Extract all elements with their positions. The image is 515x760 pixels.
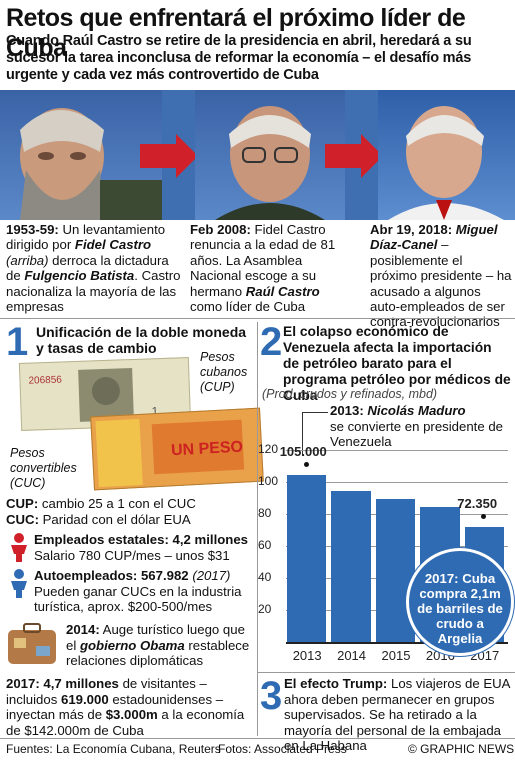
timeline-date: Feb 2008:	[190, 222, 251, 237]
state-employees-text: Salario 780 CUP/mes – unos $31	[34, 547, 230, 563]
cup-label: Pesos cubanos (CUP)	[200, 350, 248, 394]
svg-text:1: 1	[151, 404, 158, 418]
sources: Fuentes: La Economía Cubana, Reuters	[6, 742, 221, 756]
cup-rate-label: CUP:	[6, 496, 39, 511]
x-tick-label: 2013	[292, 648, 322, 663]
visitors-year: 2017:	[6, 676, 40, 691]
section-1-number: 1	[6, 320, 29, 364]
data-marker	[481, 514, 487, 520]
timeline-text: Fidel Castro renuncia a la edad de 81 añ…	[190, 222, 336, 299]
x-tick-label: 2015	[381, 648, 411, 663]
divider	[0, 318, 515, 319]
visitors-amount: $3.000m	[105, 707, 158, 722]
cuc-label: Pesos convertibles (CUC)	[10, 446, 77, 490]
cuc-rate-text: Paridad con el dólar EUA	[38, 511, 191, 527]
cuc-rate-label: CUC:	[6, 511, 39, 527]
section-1-heading: Unificación de la doble moneda y tasas d…	[36, 324, 247, 356]
visitors-us: 619.000	[60, 691, 109, 707]
maduro-text: se convierte en presidente de Venezuela	[330, 418, 504, 450]
state-employees-title: Empleados estatales: 4,2 millones	[34, 532, 249, 547]
timeline-item-2008: Feb 2008: Fidel Castro renuncia a la eda…	[190, 222, 355, 314]
x-axis	[286, 642, 508, 644]
self-employed-year: (2017)	[192, 568, 231, 583]
svg-text:UN PESO: UN PESO	[171, 439, 244, 460]
visitors-2017: 2017: 4,7 millones de visitantes – inclu…	[6, 676, 256, 738]
y-tick-label: 100	[258, 474, 279, 488]
column-divider	[257, 322, 258, 736]
tourism-name: gobierno Obama	[79, 637, 185, 653]
suitcase-icon	[6, 622, 58, 666]
self-employed-text: Pueden ganar CUCs en la industria turíst…	[34, 583, 242, 615]
trump-effect: El efecto Trump: Los viajeros de EUA aho…	[284, 676, 512, 754]
data-label: 72.350	[457, 496, 498, 512]
section-3-number: 3	[260, 674, 283, 718]
timeline-name: Fidel Castro	[74, 237, 152, 253]
tourism-text: Auge turístico luego que el	[66, 622, 245, 653]
y-tick-label: 40	[258, 570, 272, 584]
exchange-rates: CUP: cambio 25 a 1 con el CUC CUC: Parid…	[6, 496, 256, 527]
bar-2014	[331, 490, 371, 642]
timeline-text: . Castro nacionaliza la mayoría de las e…	[6, 268, 181, 315]
timeline-paren: (arriba)	[6, 252, 49, 268]
timeline-text: derroca la dictadura de	[6, 252, 169, 284]
timeline-name: Raúl Castro	[245, 283, 320, 299]
y-tick-label: 20	[258, 602, 272, 616]
timeline-item-1953: 1953-59: Un levantamiento dirigido por F…	[6, 222, 186, 314]
y-tick-label: 80	[258, 506, 272, 520]
section-2-heading: El colapso económico de Venezuela afecta…	[283, 324, 511, 403]
raul-castro-photo	[195, 90, 345, 220]
self-employed: Autoempleados: 567.982 (2017) Pueden gan…	[34, 568, 256, 615]
gridline	[286, 482, 508, 483]
gridline	[286, 450, 508, 451]
timeline-captions: 1953-59: Un levantamiento dirigido por F…	[0, 222, 515, 329]
tourism-boom: 2014: Auge turístico luego que el gobier…	[66, 622, 256, 669]
maduro-year: 2013:	[330, 403, 364, 418]
algeria-callout: 2017: Cuba compra 2,1m de barriles de cr…	[406, 548, 514, 656]
photo-strip	[0, 90, 515, 220]
visitors-count: 4,7 millones	[39, 676, 119, 691]
timeline-item-2018: Abr 19, 2018: Miguel Díaz-Canel – posibl…	[370, 222, 512, 330]
data-marker	[303, 462, 309, 467]
person-blue-icon	[6, 568, 32, 598]
cup-banknote: 206856 1	[18, 357, 192, 431]
timeline-name: Miguel Díaz-Canel	[370, 222, 498, 253]
svg-text:206856: 206856	[28, 374, 62, 386]
trump-text: Los viajeros de EUA ahora deben permanec…	[284, 676, 510, 753]
maduro-name: Nicolás Maduro	[363, 403, 466, 418]
trump-heading: El efecto Trump:	[284, 676, 388, 691]
visitors-text: de visitantes – incluidos	[6, 676, 207, 707]
cuc-banknote: UN PESO	[90, 407, 264, 491]
maduro-leader-line	[302, 412, 328, 456]
page-subtitle: Cuando Raúl Castro se retire de la presi…	[6, 33, 472, 83]
oil-production-chart: 120 100 80 60 40 20 2013 105.000 2014 2015 2016 201…	[258, 442, 514, 672]
state-employees: Empleados estatales: 4,2 millones Salari…	[34, 532, 254, 563]
person-red-icon	[6, 532, 32, 562]
data-label: 105.000	[279, 444, 327, 459]
bar-2013	[287, 474, 327, 642]
timeline-date: Abr 19, 2018:	[370, 222, 453, 237]
timeline-date: 1953-59:	[6, 222, 59, 237]
tourism-text: restablece relaciones diplomáticas	[66, 637, 250, 669]
maduro-annotation: 2013: Nicolás Maduro se convierte en pres…	[330, 403, 512, 450]
graphic-news-credit: © GRAPHIC NEWS	[408, 742, 515, 756]
visitors-text: a la economía de $142.000m de Cuba	[6, 707, 245, 738]
cup-rate-text: cambio 25 a 1 con el CUC	[38, 496, 196, 511]
page-title: Retos que enfrentará el próximo líder de…	[6, 4, 466, 62]
chart-units: (Prod. crudos y refinados, mbd)	[262, 387, 438, 401]
x-tick-label: 2014	[337, 648, 367, 663]
diaz-canel-photo	[378, 90, 515, 220]
timeline-text: como líder de Cuba	[190, 299, 306, 315]
timeline-text: Un levantamiento dirigido por	[6, 222, 166, 253]
divider	[0, 738, 515, 739]
timeline-name: Fulgencio Batista	[24, 268, 135, 284]
section-2-number: 2	[260, 320, 283, 364]
divider	[258, 672, 515, 673]
y-tick-label: 60	[258, 538, 272, 552]
fidel-castro-photo	[0, 90, 162, 220]
photo-credit: Fotos: Associated Press	[218, 742, 347, 756]
tourism-year: 2014:	[66, 622, 100, 637]
y-tick-label: 120	[258, 442, 279, 456]
visitors-text: estadounidenses – inyectan más de	[6, 691, 224, 723]
self-employed-title: Autoempleados: 567.982	[34, 568, 189, 583]
